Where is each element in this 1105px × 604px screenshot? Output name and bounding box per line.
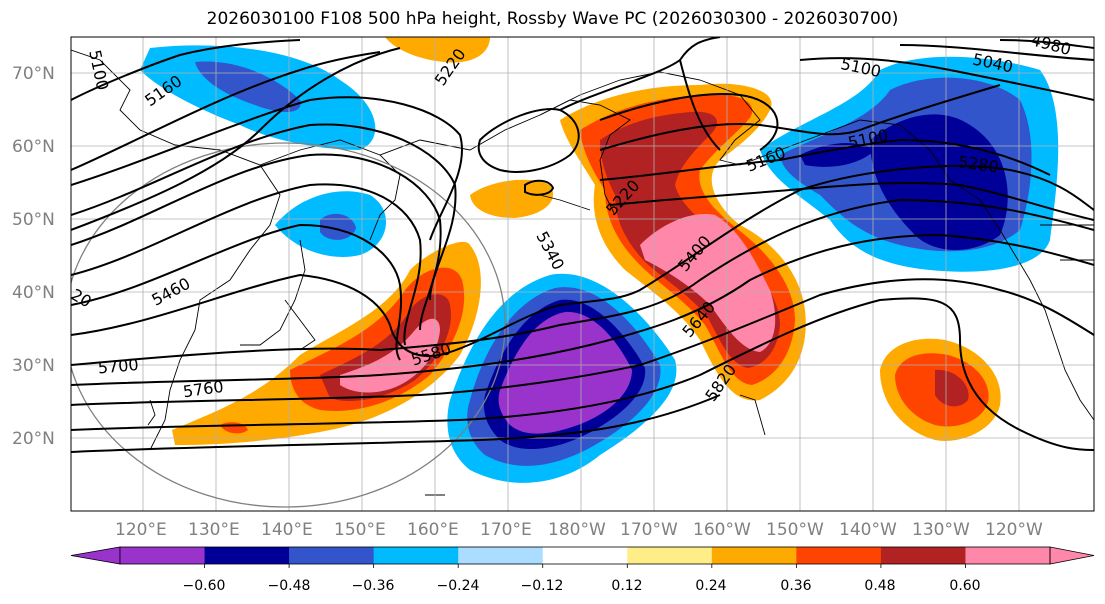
colorbar-segment [458, 547, 544, 564]
lon-label: 140°E [261, 520, 313, 540]
contour-label: 5700 [97, 355, 139, 377]
lat-label: 40°N [12, 283, 55, 303]
positive-anomaly-westpac [172, 241, 481, 445]
colorbar-segment [711, 547, 797, 564]
lon-label: 120°W [985, 520, 1043, 540]
colorbar-ticks [204, 564, 966, 568]
lon-label: 160°W [693, 520, 751, 540]
negative-anomaly-alaska [760, 56, 1059, 272]
positive-anomaly-eastpac [880, 338, 1001, 441]
map-border [70, 36, 1095, 512]
lon-label: 180°W [548, 520, 606, 540]
chart-title: 2026030100 F108 500 hPa height, Rossby W… [206, 9, 899, 29]
positive-anomaly-kamchatka [470, 179, 554, 218]
lat-label: 70°N [12, 64, 55, 84]
longitude-labels: 120°E 130°E 140°E 150°E 160°E 170°E 180°… [115, 520, 1043, 540]
lat-label: 30°N [12, 356, 55, 376]
colorbar-tick-label: 0.48 [864, 578, 895, 594]
negative-anomaly-okhotsk [275, 191, 387, 257]
colorbar-extend-low [70, 546, 121, 565]
colorbar-segment [289, 547, 375, 564]
colorbar-segment [796, 547, 882, 564]
lon-label: 170°E [480, 520, 532, 540]
colorbar: −0.60 −0.48 −0.36 −0.24 −0.12 0.12 0.24 … [70, 546, 1095, 594]
lon-label: 150°W [766, 520, 824, 540]
colorbar-tick-label: 0.60 [949, 578, 980, 594]
lon-label: 150°E [334, 520, 386, 540]
colorbar-segment [373, 547, 459, 564]
lon-label: 170°W [620, 520, 678, 540]
lat-label: 20°N [12, 429, 55, 449]
anomaly-shading [140, 37, 1059, 483]
colorbar-tick-label: −0.12 [521, 578, 564, 594]
colorbar-extend-high [1049, 546, 1095, 565]
reference-circle [71, 142, 506, 508]
lon-label: 130°W [912, 520, 970, 540]
colorbar-tick-label: −0.60 [183, 578, 226, 594]
colorbar-segment [542, 547, 628, 564]
lon-label: 140°W [839, 520, 897, 540]
lon-label: 160°E [407, 520, 459, 540]
colorbar-segment [204, 547, 290, 564]
latitude-labels: 70°N 60°N 50°N 40°N 30°N 20°N [12, 64, 55, 449]
lat-label: 50°N [12, 210, 55, 230]
gridlines [71, 37, 1094, 511]
lon-label: 130°E [188, 520, 240, 540]
negative-anomaly-pacific [447, 273, 677, 483]
colorbar-tick-label: −0.36 [352, 578, 395, 594]
colorbar-segment [120, 547, 206, 564]
lat-label: 60°N [12, 137, 55, 157]
colorbar-tick-label: 0.24 [695, 578, 726, 594]
colorbar-tick-label: −0.48 [268, 578, 311, 594]
colorbar-tick-label: 0.36 [780, 578, 811, 594]
colorbar-tick-label: −0.24 [437, 578, 480, 594]
contour-label: 20 [68, 285, 95, 312]
colorbar-tick-label: 0.12 [611, 578, 642, 594]
colorbar-segment [965, 547, 1051, 564]
colorbar-segment [880, 547, 966, 564]
colorbar-outline [119, 546, 1051, 565]
lon-label: 120°E [115, 520, 167, 540]
colorbar-segments [70, 546, 1095, 565]
height-contours [71, 37, 1094, 453]
positive-anomaly-arctic [385, 37, 490, 63]
colorbar-segment [627, 547, 713, 564]
